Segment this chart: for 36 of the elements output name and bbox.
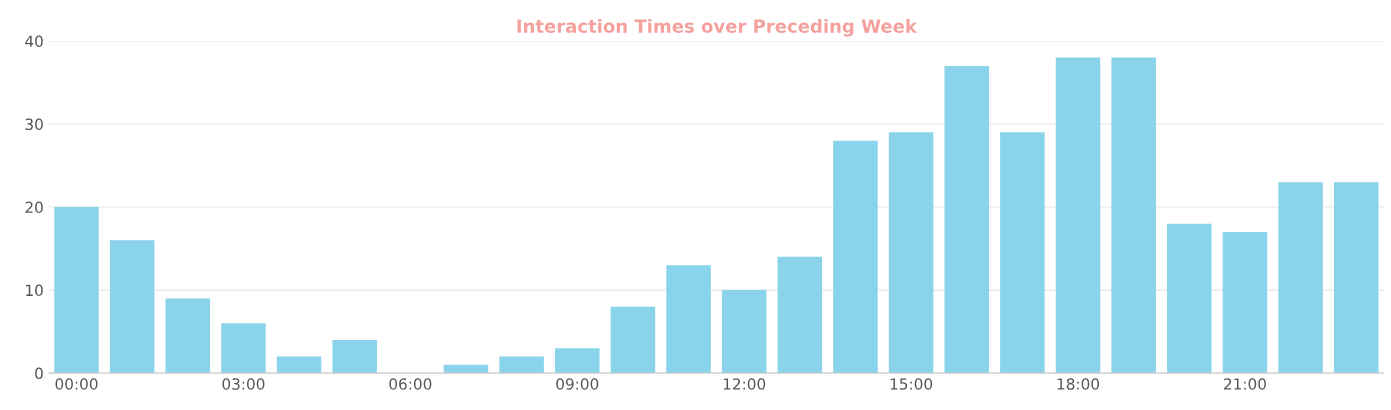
bar [888, 132, 934, 374]
x-tick-label: 15:00 [890, 378, 933, 390]
bar [54, 207, 99, 374]
x-tick-label: 12:00 [723, 378, 766, 390]
x-tick-label: 18:00 [1057, 378, 1100, 390]
bar [1278, 182, 1323, 374]
x-tick-label: 21:00 [1224, 378, 1266, 390]
y-tick-label: 40 [25, 35, 43, 48]
x-tick-label: 00:00 [55, 378, 98, 390]
bar [666, 265, 711, 374]
bar [1111, 57, 1156, 374]
bar [1167, 223, 1212, 374]
y-tick-label: 10 [26, 284, 43, 297]
y-tick-label: 20 [25, 201, 43, 214]
bar [221, 323, 266, 374]
bar [555, 348, 600, 374]
chart-title: Interaction Times over Preceding Week [517, 18, 918, 37]
bar [1055, 57, 1101, 374]
bar [165, 298, 211, 374]
bar [610, 306, 656, 374]
bar [332, 339, 377, 374]
bar [1000, 132, 1045, 374]
bar [833, 140, 878, 374]
x-tick-label: 03:00 [222, 378, 265, 390]
x-tick-label: 09:00 [556, 378, 599, 390]
bar [944, 65, 989, 374]
bar [499, 356, 544, 374]
x-tick-label: 06:00 [389, 378, 432, 390]
bar [1333, 182, 1379, 374]
bar [1222, 231, 1268, 374]
bar [276, 356, 322, 374]
bar [777, 256, 823, 374]
bar [721, 290, 767, 374]
bar [109, 240, 155, 374]
y-tick-label: 0 [35, 367, 43, 380]
y-tick-label: 30 [25, 118, 43, 131]
